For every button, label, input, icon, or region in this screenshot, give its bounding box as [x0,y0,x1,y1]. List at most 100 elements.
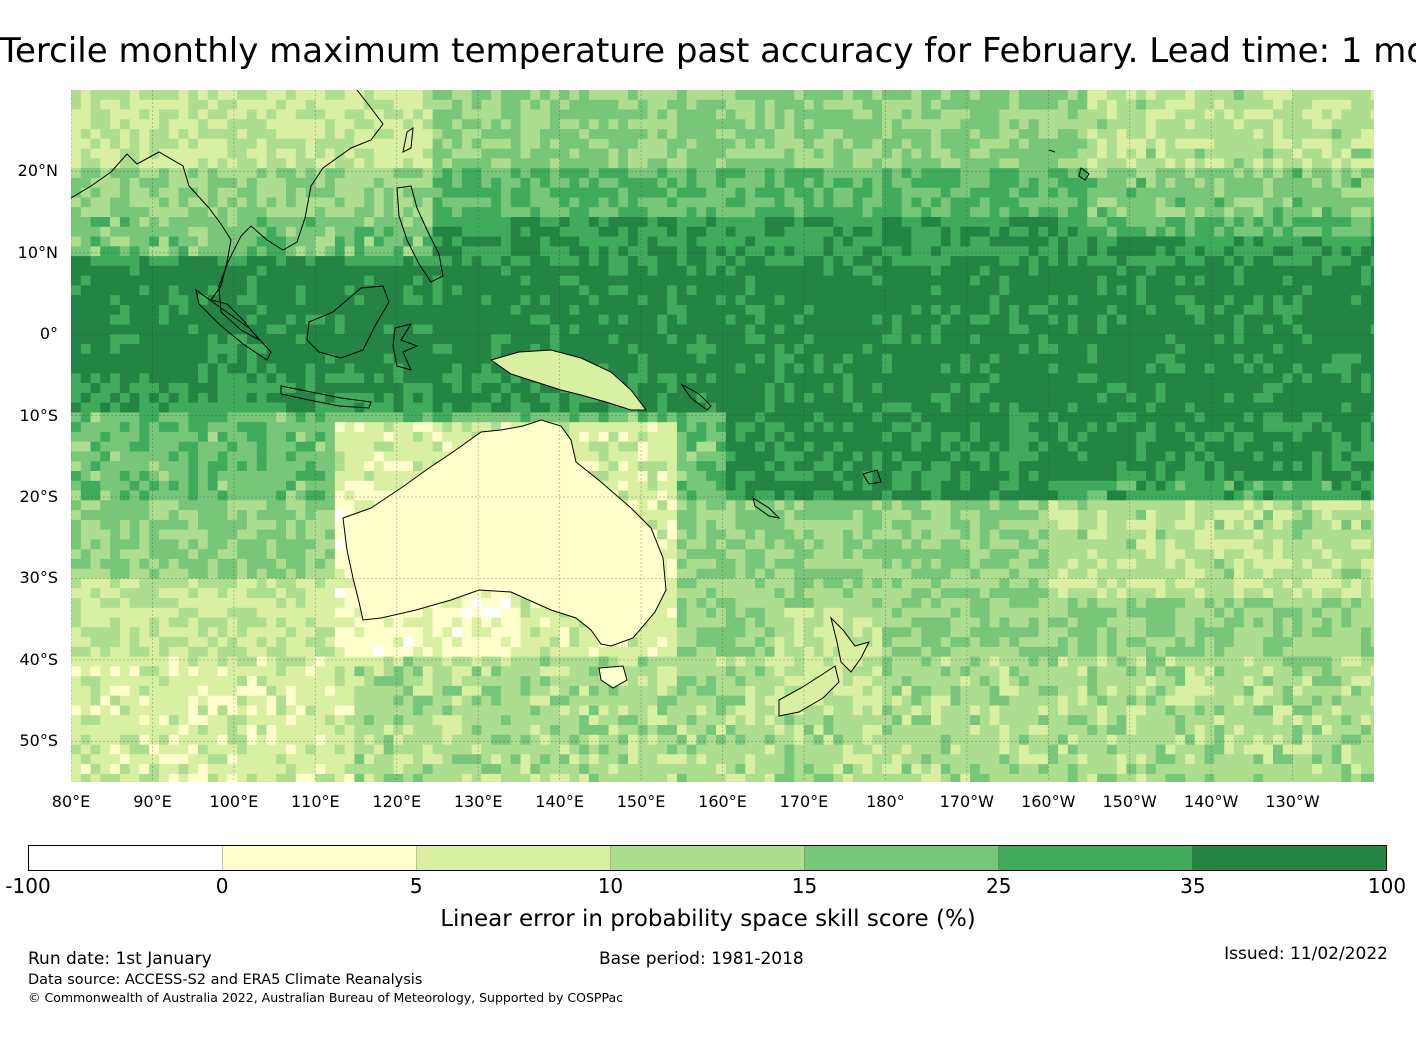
skill-cell [1253,304,1264,316]
skill-cell [119,90,131,101]
skill-cell [325,314,336,326]
skill-cell [354,177,365,189]
skill-cell [1146,314,1157,326]
skill-cell [266,304,277,316]
skill-cell [305,353,316,365]
skill-cell [1116,422,1128,433]
skill-cell [237,373,248,384]
skill-cell [1048,392,1059,404]
skill-cell [569,246,580,257]
skill-cell [432,187,443,199]
skill-cell [764,295,776,306]
skill-cell [1282,344,1294,355]
skill-cell [794,383,805,394]
skill-cell [647,412,658,423]
skill-cell [852,314,864,326]
skill-cell [628,90,639,101]
skill-cell [432,441,443,453]
skill-cell [491,265,502,277]
skill-cell [110,138,121,150]
skill-cell [1233,412,1245,423]
skill-cell [452,207,463,218]
skill-cell [256,295,268,306]
skill-cell [1009,90,1020,101]
skill-cell [1253,334,1264,345]
skill-cell [1067,226,1079,238]
skill-cell [383,217,395,228]
skill-cell [686,168,698,179]
skill-cell [891,324,903,335]
skill-cell [325,187,336,199]
skill-cell [1321,324,1333,335]
skill-cell [1361,246,1372,257]
skill-cell [989,138,1000,150]
skill-cell [676,109,688,120]
skill-cell [393,324,404,335]
skill-cell [569,109,580,120]
skill-cell [1116,285,1128,296]
skill-cell [198,148,209,159]
skill-cell [1263,256,1274,267]
skill-cell [168,265,180,277]
skill-cell [344,109,355,120]
skill-cell [1282,168,1294,179]
skill-cell [119,148,131,159]
skill-cell [979,187,991,199]
skill-cell [989,295,1000,306]
skill-cell [1185,363,1196,374]
skill-cell [1233,441,1245,453]
skill-cell [637,383,649,394]
skill-cell [1214,353,1225,365]
skill-cell [940,158,952,169]
skill-cell [422,265,434,277]
skill-cell [618,187,629,199]
skill-cell [354,285,365,296]
skill-cell [1048,422,1059,433]
skill-cell [745,217,756,228]
skill-cell [960,295,971,306]
skill-cell [1175,236,1186,247]
skill-cell [882,295,893,306]
skill-cell [1233,295,1245,306]
skill-cell [286,353,297,365]
skill-cell [686,99,698,111]
skill-cell [970,158,981,169]
skill-cell [452,187,463,199]
skill-cell [833,422,844,433]
skill-cell [559,236,570,247]
skill-cell [1331,412,1343,423]
skill-cell [80,392,92,404]
skill-cell [530,246,541,257]
skill-cell [80,158,92,169]
skill-cell [90,119,101,130]
skill-cell [628,256,639,267]
skill-cell [354,441,365,453]
skill-cell [432,99,443,111]
skill-cell [1028,119,1040,130]
skill-cell [1077,256,1088,267]
skill-cell [168,373,180,384]
skill-cell [198,99,209,111]
skill-cell [1077,207,1088,218]
skill-cell [891,373,903,384]
skill-cell [246,451,258,462]
skill-cell [960,236,971,247]
skill-cell [911,304,922,316]
skill-cell [628,334,639,345]
skill-cell [471,265,483,277]
skill-cell [1214,363,1225,374]
skill-cell [237,158,248,169]
skill-cell [618,412,629,423]
skill-cell [159,304,170,316]
skill-cell [784,295,795,306]
skill-cell [598,441,610,453]
skill-cell [305,344,316,355]
skill-cell [803,412,815,423]
skill-cell [110,129,121,140]
skill-cell [1224,412,1235,423]
skill-cell [1194,138,1206,150]
skill-cell [1312,138,1323,150]
skill-cell [725,119,737,130]
skill-cell [237,334,248,345]
skill-cell [305,334,316,345]
